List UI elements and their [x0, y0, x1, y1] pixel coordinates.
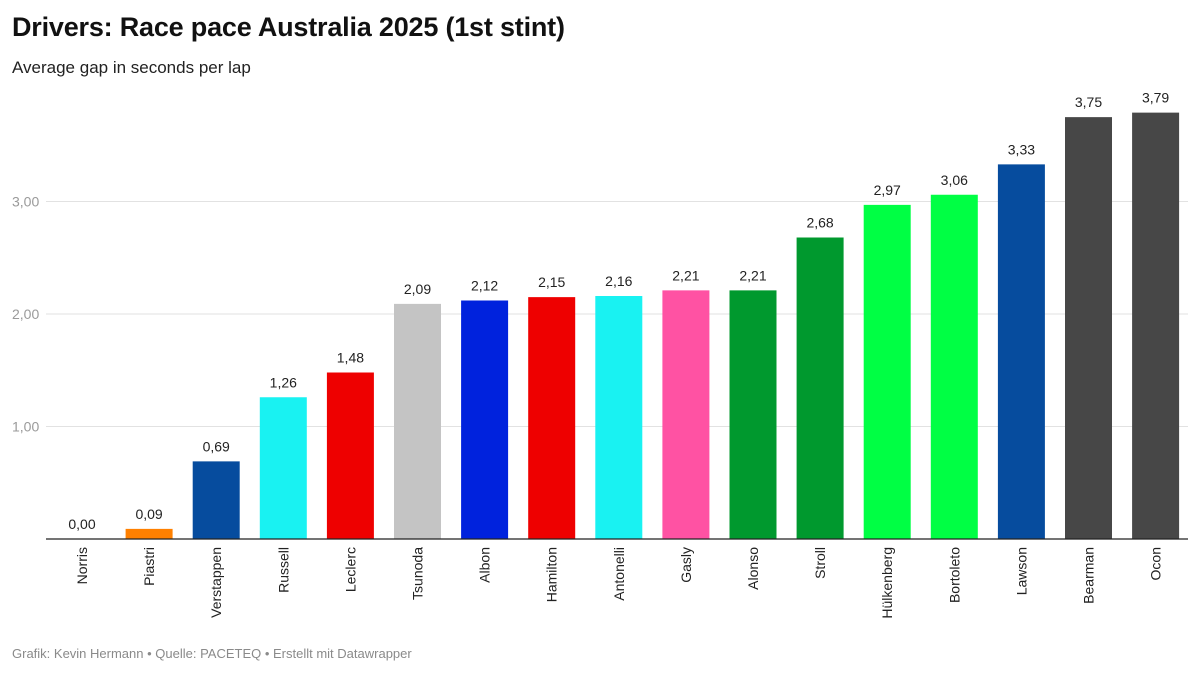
- data-label: 0,69: [203, 438, 230, 454]
- bars: [125, 112, 1180, 539]
- x-tick-label: Lawson: [1013, 547, 1029, 595]
- x-tick-label: Bearman: [1081, 547, 1097, 604]
- bar-leclerc: [326, 372, 374, 539]
- bar-lawson: [997, 164, 1045, 539]
- data-label: 2,21: [739, 267, 766, 283]
- bar-verstappen: [192, 461, 240, 539]
- x-tick-label: Hamilton: [544, 547, 560, 602]
- x-tick-label: Antonelli: [611, 547, 627, 601]
- value-labels: 0,00 0,09 0,69 1,26 1,48 2,09 2,12 2,15 2,16 2,21…: [68, 90, 1169, 532]
- x-tick-label: Albon: [477, 547, 493, 583]
- x-tick-label: Russell: [275, 547, 291, 593]
- bar-ocon: [1132, 112, 1180, 539]
- bar-antonelli: [595, 296, 643, 539]
- data-label: 3,33: [1008, 141, 1035, 157]
- data-label: 2,12: [471, 278, 498, 294]
- data-label: 2,97: [874, 182, 901, 198]
- data-label: 3,06: [941, 172, 968, 188]
- x-tick-label: Alonso: [745, 547, 761, 590]
- data-label: 0,09: [135, 506, 162, 522]
- x-tick-label: Hülkenberg: [879, 547, 895, 619]
- x-tick-label: Ocon: [1148, 547, 1164, 580]
- bar-piastri: [125, 528, 173, 539]
- bar-gasly: [662, 290, 710, 539]
- x-tick-label: Leclerc: [342, 547, 358, 592]
- y-tick-label: 2,00: [12, 306, 39, 322]
- x-tick-label: Verstappen: [208, 547, 224, 618]
- bar-bortoleto: [930, 194, 978, 539]
- data-label: 0,00: [68, 516, 95, 532]
- data-label: 1,48: [337, 350, 364, 366]
- x-tick-label: Stroll: [812, 547, 828, 579]
- data-label: 2,21: [672, 267, 699, 283]
- y-axis-ticks: 1,00 2,00 3,00: [12, 194, 39, 435]
- y-tick-label: 1,00: [12, 419, 39, 435]
- data-label: 2,16: [605, 273, 632, 289]
- source-credit: Grafik: Kevin Hermann • Quelle: PACETEQ …: [12, 646, 412, 661]
- bar-tsunoda: [394, 303, 441, 539]
- data-label: 1,26: [270, 374, 297, 390]
- x-tick-label: Tsunoda: [410, 547, 426, 600]
- data-label: 2,09: [404, 281, 431, 297]
- chart-subtitle: Average gap in seconds per lap: [12, 58, 251, 77]
- x-axis-ticks: Norris Piastri Verstappen Russell Leclerc Tsu…: [74, 547, 1164, 619]
- bar-stroll: [796, 237, 844, 539]
- bar-bearman: [1065, 117, 1112, 539]
- x-tick-label: Norris: [74, 547, 90, 584]
- x-tick-label: Piastri: [141, 547, 157, 586]
- y-tick-label: 3,00: [12, 194, 39, 210]
- bar-alonso: [729, 290, 777, 539]
- x-tick-label: Bortoleto: [946, 547, 962, 603]
- bar-hamilton: [528, 297, 576, 539]
- data-label: 3,75: [1075, 94, 1102, 110]
- data-label: 3,79: [1142, 90, 1169, 106]
- bar-russell: [259, 397, 307, 539]
- data-label: 2,68: [806, 215, 833, 231]
- x-tick-label: Gasly: [678, 547, 694, 583]
- bar-h-lkenberg: [863, 204, 911, 539]
- chart-title: Drivers: Race pace Australia 2025 (1st s…: [12, 12, 565, 42]
- data-label: 2,15: [538, 274, 565, 290]
- bar-albon: [461, 300, 509, 539]
